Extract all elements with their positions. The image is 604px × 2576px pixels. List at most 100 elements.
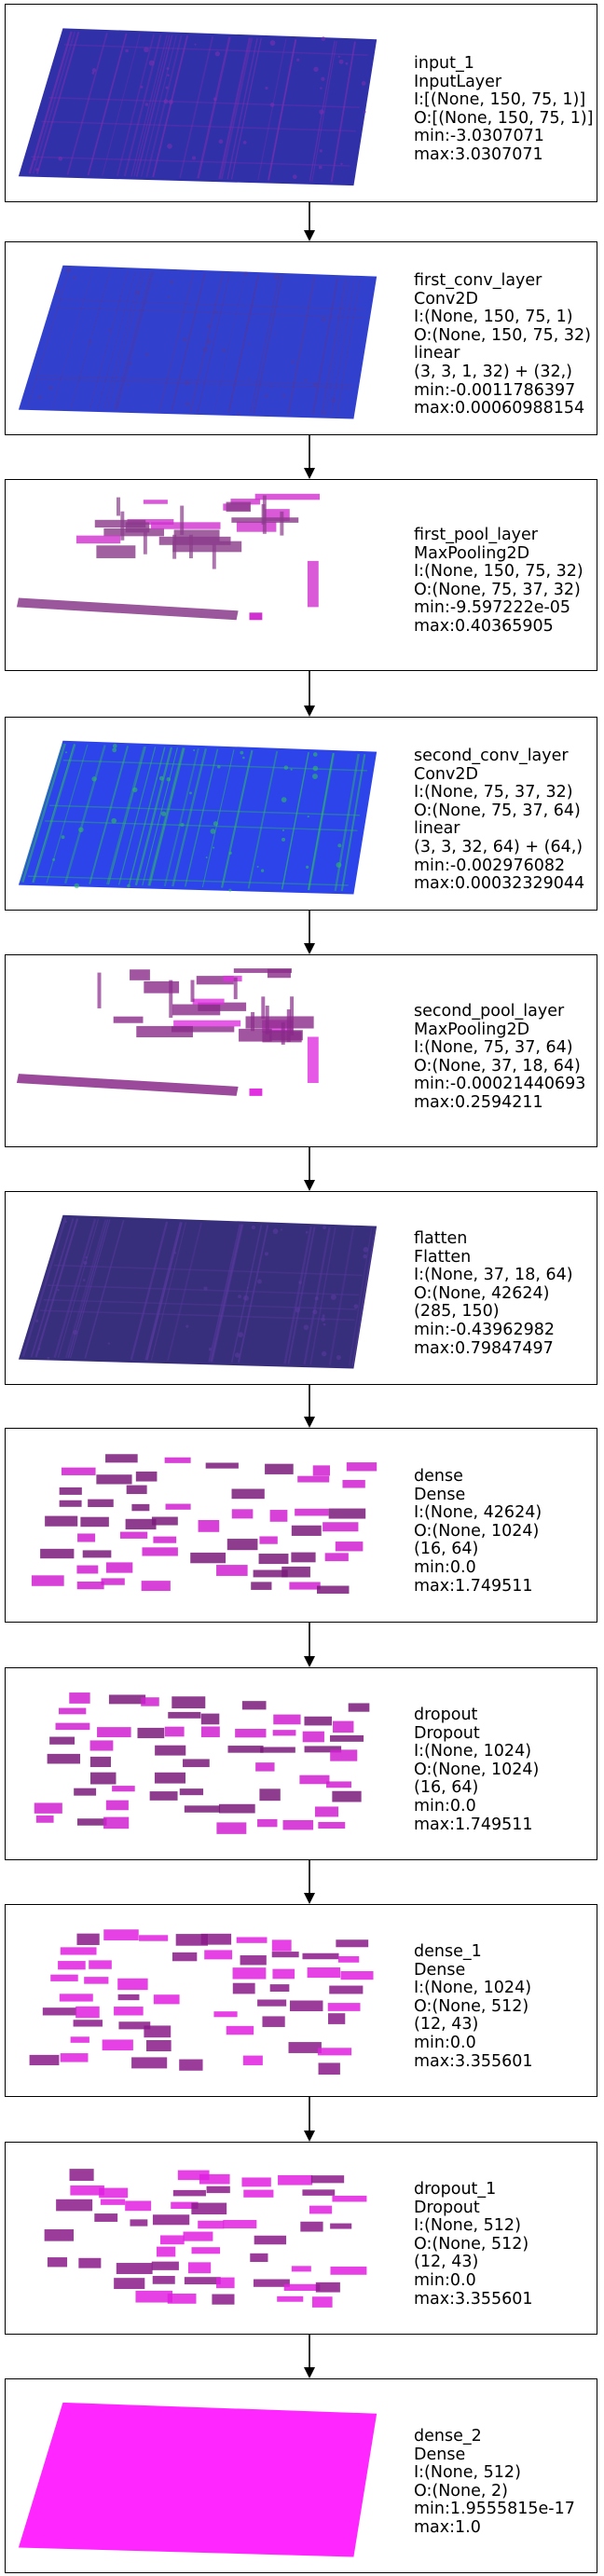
layer-type: Conv2D bbox=[414, 764, 478, 784]
activation-spot bbox=[283, 765, 289, 770]
activation-spot bbox=[167, 295, 171, 299]
neuron-block bbox=[317, 1585, 350, 1594]
activation-spot bbox=[238, 1295, 241, 1298]
feature-streak bbox=[70, 269, 112, 409]
activation-spot bbox=[303, 1324, 309, 1330]
activation-spot bbox=[144, 103, 149, 106]
layer-detail: O:(None, 512) bbox=[414, 1996, 529, 2016]
activation-spot bbox=[210, 829, 216, 834]
neuron-block bbox=[100, 2199, 126, 2205]
neuron-block bbox=[243, 2189, 274, 2198]
neuron-block bbox=[216, 1822, 247, 1834]
neuron-block bbox=[310, 2175, 345, 2184]
pooled-feature bbox=[169, 980, 173, 1019]
activation-spot bbox=[160, 811, 167, 816]
pooled-feature bbox=[127, 519, 174, 525]
pooled-feature bbox=[230, 499, 261, 505]
activation-spot bbox=[256, 865, 259, 869]
neuron-block bbox=[144, 2025, 172, 2038]
neuron-block bbox=[302, 2189, 336, 2196]
activation-spot bbox=[281, 797, 287, 802]
neuron-block bbox=[84, 1977, 109, 1984]
activation-spot bbox=[167, 144, 172, 149]
layer-detail: I:(None, 37, 18, 64) bbox=[414, 1266, 573, 1285]
feature-streak bbox=[221, 37, 254, 180]
neuron-block bbox=[47, 2257, 68, 2268]
neuron-block bbox=[89, 1740, 114, 1751]
neuron-block bbox=[190, 1552, 226, 1564]
neuron-block bbox=[311, 2296, 333, 2308]
activation-spot bbox=[206, 323, 211, 328]
activation-spot bbox=[112, 744, 117, 748]
neuron-block bbox=[153, 1536, 177, 1543]
pooled-feature bbox=[245, 1016, 314, 1029]
layer-detail: O:(None, 1024) bbox=[414, 1521, 540, 1541]
neuron-block bbox=[89, 1756, 111, 1768]
neuron-block bbox=[70, 2036, 89, 2043]
arrow-head-icon bbox=[304, 1656, 315, 1667]
activation-spot bbox=[206, 338, 213, 345]
neuron-block bbox=[183, 1759, 210, 1768]
layer-detail: (3, 3, 1, 32) + (32,) bbox=[414, 362, 572, 381]
neuron-block bbox=[348, 1703, 370, 1712]
feature-streak bbox=[227, 275, 260, 413]
activation-spot bbox=[167, 74, 170, 77]
layer-detail: (12, 43) bbox=[414, 2015, 479, 2035]
feature-streak bbox=[34, 377, 352, 390]
activation-spot bbox=[194, 43, 197, 46]
activation-spot bbox=[272, 1228, 279, 1234]
pooled-feature bbox=[94, 519, 146, 528]
neuron-block bbox=[151, 1516, 178, 1526]
layer-type: MaxPooling2D bbox=[414, 543, 530, 563]
activation-spot bbox=[193, 748, 196, 752]
activation-spot bbox=[265, 86, 268, 90]
activation-spot bbox=[312, 382, 318, 387]
feature-streak bbox=[257, 38, 287, 181]
neuron-block bbox=[283, 2283, 321, 2292]
layer-detail: max:0.40365905 bbox=[414, 616, 554, 636]
feature-streak bbox=[308, 752, 336, 891]
layer-detail: min:0.0 bbox=[414, 1557, 476, 1577]
neuron-block bbox=[179, 1788, 204, 1796]
activation-spot bbox=[34, 158, 36, 161]
neuron-block bbox=[269, 1510, 288, 1522]
neuron-block bbox=[323, 1522, 359, 1532]
layer-box-dropout: dropout Dropout I:(None, 1024) O:(None, 102… bbox=[5, 1667, 597, 1860]
layer-detail: I:[(None, 150, 75, 1)] bbox=[414, 90, 586, 110]
feature-streak bbox=[253, 275, 283, 414]
neuron-block bbox=[31, 1575, 64, 1586]
layer-detail: (16, 64) bbox=[414, 1778, 479, 1798]
layer-detail: O:(None, 42624) bbox=[414, 1283, 550, 1303]
activation-spot bbox=[323, 1322, 326, 1326]
neuron-block bbox=[117, 1994, 140, 2001]
activation-spot bbox=[203, 1286, 208, 1291]
feature-streak bbox=[89, 746, 130, 884]
neuron-block bbox=[60, 1947, 97, 1955]
activation-spot bbox=[196, 409, 199, 412]
pooled-strip bbox=[16, 597, 239, 621]
neuron-block bbox=[226, 2025, 254, 2035]
neuron-block bbox=[204, 1950, 233, 1960]
neuron-block bbox=[44, 2229, 75, 2241]
activation-spot bbox=[312, 1309, 318, 1315]
neuron-block bbox=[251, 1582, 272, 1590]
activation-spot bbox=[111, 817, 117, 824]
layer-type: Dense bbox=[414, 1960, 466, 1980]
neuron-block bbox=[179, 2059, 203, 2071]
activation-plane bbox=[18, 2402, 378, 2557]
activation-spot bbox=[305, 865, 309, 870]
layer-detail: O:(None, 37, 18, 64) bbox=[414, 1056, 581, 1076]
feature-streak bbox=[167, 1222, 202, 1362]
layer-visualization bbox=[18, 740, 378, 895]
activation-spot bbox=[312, 765, 319, 772]
neuron-block bbox=[327, 2003, 361, 2011]
feature-streak bbox=[32, 31, 76, 174]
neuron-block bbox=[307, 1967, 341, 1979]
pooled-feature bbox=[113, 1016, 144, 1023]
neuron-block bbox=[105, 1800, 129, 1811]
neuron-block bbox=[139, 1935, 169, 1941]
feature-streak bbox=[64, 1219, 107, 1359]
activation-spot bbox=[91, 68, 97, 73]
feature-streak bbox=[35, 375, 353, 386]
activation-spot bbox=[364, 110, 366, 114]
